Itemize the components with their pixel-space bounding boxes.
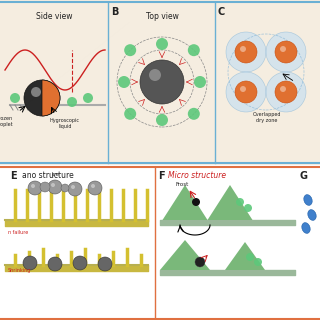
Text: Frost: Frost <box>175 182 188 187</box>
Circle shape <box>68 182 82 196</box>
Circle shape <box>40 182 50 192</box>
Circle shape <box>192 198 200 206</box>
Text: Micro structure: Micro structure <box>168 171 226 180</box>
Circle shape <box>280 46 286 52</box>
Circle shape <box>195 257 205 267</box>
Circle shape <box>31 87 41 97</box>
Bar <box>156 168 296 319</box>
Text: Ice: Ice <box>51 172 59 177</box>
Circle shape <box>61 184 69 192</box>
FancyBboxPatch shape <box>0 0 320 165</box>
Circle shape <box>266 32 306 72</box>
Circle shape <box>31 184 35 188</box>
Polygon shape <box>160 240 210 270</box>
Circle shape <box>98 257 112 271</box>
Text: B: B <box>111 7 118 17</box>
Circle shape <box>83 93 93 103</box>
Circle shape <box>188 44 200 56</box>
Circle shape <box>280 86 286 92</box>
Circle shape <box>275 41 297 63</box>
Text: n failure: n failure <box>8 230 28 235</box>
Circle shape <box>244 204 252 212</box>
Circle shape <box>67 97 77 107</box>
Circle shape <box>51 183 55 187</box>
Circle shape <box>48 257 62 271</box>
Circle shape <box>28 181 42 195</box>
Bar <box>109 4 214 162</box>
Ellipse shape <box>304 195 312 205</box>
Circle shape <box>194 76 206 88</box>
Wedge shape <box>42 80 60 116</box>
Circle shape <box>156 114 168 126</box>
Circle shape <box>91 184 95 188</box>
Text: F: F <box>158 171 164 181</box>
Circle shape <box>236 198 244 206</box>
Bar <box>1 4 107 162</box>
Polygon shape <box>207 185 252 220</box>
Circle shape <box>188 108 200 120</box>
Circle shape <box>240 86 246 92</box>
Circle shape <box>226 72 266 112</box>
Text: Side view: Side view <box>36 12 72 21</box>
Bar <box>1 168 154 319</box>
Circle shape <box>48 180 62 194</box>
Text: Overlapped
dry zone: Overlapped dry zone <box>253 112 281 123</box>
Text: Top view: Top view <box>146 12 179 21</box>
Bar <box>0 165 320 320</box>
Circle shape <box>124 44 136 56</box>
Text: G: G <box>300 171 308 181</box>
Circle shape <box>226 32 266 72</box>
Circle shape <box>23 256 37 270</box>
Circle shape <box>24 80 60 116</box>
Circle shape <box>235 81 257 103</box>
Text: Hygroscopic
liquid: Hygroscopic liquid <box>50 118 80 129</box>
Text: ano structure: ano structure <box>22 171 74 180</box>
Text: Frozen
droplet: Frozen droplet <box>0 116 14 127</box>
Circle shape <box>246 253 254 261</box>
Ellipse shape <box>302 223 310 233</box>
Circle shape <box>240 46 246 52</box>
Circle shape <box>266 72 306 112</box>
Circle shape <box>124 108 136 120</box>
Circle shape <box>73 256 87 270</box>
Text: E: E <box>10 171 17 181</box>
Text: C: C <box>217 7 224 17</box>
Circle shape <box>88 181 102 195</box>
Circle shape <box>275 81 297 103</box>
Circle shape <box>10 93 20 103</box>
Polygon shape <box>163 185 207 220</box>
Circle shape <box>140 60 184 104</box>
Circle shape <box>118 76 130 88</box>
Circle shape <box>71 185 75 189</box>
Polygon shape <box>225 242 265 270</box>
Circle shape <box>156 38 168 50</box>
Text: Shrinking: Shrinking <box>8 268 31 273</box>
Bar <box>216 4 319 162</box>
Circle shape <box>149 69 161 81</box>
Circle shape <box>235 41 257 63</box>
Circle shape <box>254 258 262 266</box>
Ellipse shape <box>308 210 316 220</box>
